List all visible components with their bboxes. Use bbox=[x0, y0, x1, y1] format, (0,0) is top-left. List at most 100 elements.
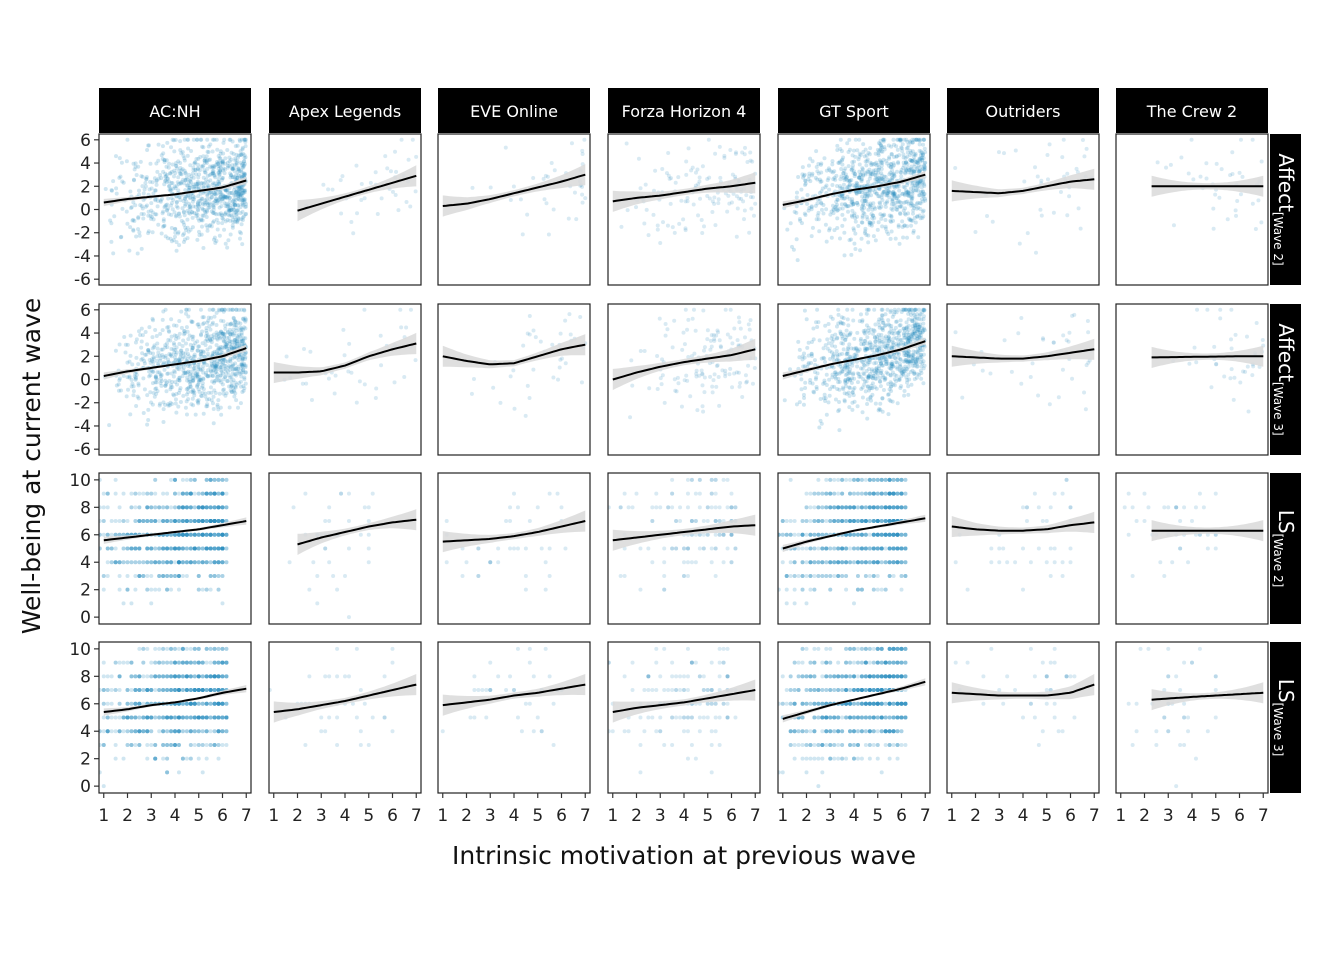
data-point bbox=[890, 193, 895, 198]
data-point bbox=[167, 183, 172, 188]
data-point bbox=[200, 532, 205, 537]
data-point bbox=[910, 363, 915, 368]
data-point bbox=[818, 162, 823, 167]
data-point bbox=[1171, 223, 1176, 228]
data-point bbox=[239, 137, 244, 142]
data-point bbox=[871, 374, 876, 379]
data-point bbox=[135, 251, 140, 256]
data-point bbox=[844, 175, 849, 180]
data-point bbox=[869, 398, 874, 403]
data-point bbox=[819, 207, 824, 212]
data-point bbox=[244, 211, 249, 216]
data-point bbox=[177, 357, 182, 362]
data-point bbox=[199, 394, 204, 399]
data-point bbox=[737, 196, 742, 201]
data-point bbox=[231, 316, 236, 321]
data-point bbox=[858, 172, 863, 177]
y-tick-label: -2 bbox=[74, 224, 91, 244]
data-point bbox=[179, 181, 184, 186]
data-point bbox=[919, 149, 924, 154]
data-point bbox=[894, 335, 899, 340]
data-point bbox=[888, 218, 893, 223]
data-point bbox=[850, 376, 855, 381]
data-point bbox=[844, 204, 849, 209]
data-point bbox=[915, 200, 920, 205]
data-point bbox=[190, 215, 195, 220]
data-point bbox=[883, 226, 888, 231]
data-point bbox=[918, 153, 923, 158]
data-point bbox=[859, 359, 864, 364]
data-point bbox=[892, 377, 897, 382]
data-point bbox=[803, 178, 808, 183]
data-point bbox=[218, 192, 223, 197]
data-point bbox=[815, 177, 820, 182]
data-point bbox=[917, 324, 922, 329]
data-point bbox=[862, 199, 867, 204]
data-point bbox=[234, 366, 239, 371]
data-point bbox=[915, 160, 920, 165]
data-point bbox=[518, 197, 523, 202]
data-point bbox=[910, 140, 915, 145]
data-point bbox=[892, 193, 897, 198]
data-point bbox=[845, 178, 850, 183]
data-point bbox=[880, 145, 885, 150]
data-point bbox=[189, 356, 194, 361]
data-point bbox=[896, 355, 901, 360]
data-point bbox=[216, 378, 221, 383]
data-point bbox=[148, 390, 153, 395]
data-point bbox=[723, 371, 728, 376]
data-point bbox=[183, 171, 188, 176]
data-point bbox=[198, 198, 203, 203]
data-point bbox=[686, 354, 691, 359]
data-point bbox=[863, 191, 868, 196]
data-point bbox=[920, 167, 925, 172]
data-point bbox=[190, 396, 195, 401]
data-point bbox=[892, 185, 897, 190]
data-point bbox=[230, 166, 235, 171]
data-point bbox=[211, 407, 216, 412]
data-point bbox=[915, 181, 920, 186]
data-point bbox=[872, 215, 877, 220]
data-point bbox=[193, 375, 198, 380]
data-point bbox=[183, 307, 188, 312]
data-point bbox=[1218, 307, 1223, 312]
data-point bbox=[241, 163, 246, 168]
data-point bbox=[214, 201, 219, 206]
data-point bbox=[141, 519, 146, 524]
data-point bbox=[861, 377, 866, 382]
data-point bbox=[559, 356, 564, 361]
data-point bbox=[909, 307, 914, 312]
data-point bbox=[226, 307, 231, 312]
data-point bbox=[220, 532, 225, 537]
data-point bbox=[200, 349, 205, 354]
data-point bbox=[201, 315, 206, 320]
data-point bbox=[902, 326, 907, 331]
data-point bbox=[204, 491, 209, 496]
data-point bbox=[630, 383, 635, 388]
data-point bbox=[191, 186, 196, 191]
data-point bbox=[153, 197, 158, 202]
data-point bbox=[885, 336, 890, 341]
data-point bbox=[177, 214, 182, 219]
data-point bbox=[143, 204, 148, 209]
data-point bbox=[171, 238, 176, 243]
data-point bbox=[158, 356, 163, 361]
data-point bbox=[864, 359, 869, 364]
data-point bbox=[734, 194, 739, 199]
data-point bbox=[212, 172, 217, 177]
data-point bbox=[197, 184, 202, 189]
data-point bbox=[195, 348, 200, 353]
data-point bbox=[877, 346, 882, 351]
data-point bbox=[236, 188, 241, 193]
data-point bbox=[818, 418, 823, 423]
data-point bbox=[199, 377, 204, 382]
data-point bbox=[128, 353, 133, 358]
data-point bbox=[161, 560, 166, 565]
data-point bbox=[904, 358, 909, 363]
data-point bbox=[105, 505, 110, 510]
data-point bbox=[879, 356, 884, 361]
panel-plot-area bbox=[442, 137, 588, 237]
data-point bbox=[210, 169, 215, 174]
data-point bbox=[238, 152, 243, 157]
data-point bbox=[200, 315, 205, 320]
